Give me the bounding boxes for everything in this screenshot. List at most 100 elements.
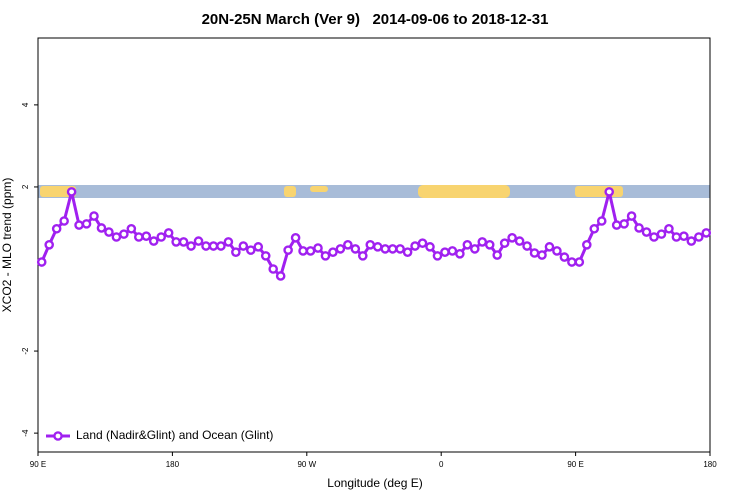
data-point — [567, 257, 577, 267]
chart-title: 20N-25N March (Ver 9) 2014-09-06 to 2018… — [202, 11, 549, 28]
data-point — [343, 239, 353, 250]
data-point — [44, 239, 55, 250]
legend-label: Land (Nadir&Glint) and Ocean (Glint) — [76, 428, 273, 442]
data-point — [582, 239, 592, 250]
data-point — [111, 232, 122, 242]
data-point — [529, 248, 540, 258]
data-point — [156, 232, 166, 242]
data-point — [641, 227, 652, 237]
data-point — [275, 271, 286, 281]
data-point — [313, 243, 323, 253]
data-point — [372, 242, 383, 252]
data-point — [51, 223, 62, 234]
data-point — [148, 236, 159, 246]
x-tick-label: 180 — [703, 460, 717, 469]
data-point — [522, 241, 532, 251]
data-point — [231, 247, 241, 257]
data-point — [357, 251, 368, 261]
data-point — [290, 233, 301, 243]
data-point — [320, 251, 331, 261]
data-point — [104, 227, 114, 237]
data-point — [604, 187, 615, 197]
data-point — [634, 223, 644, 233]
x-tick-label: 0 — [439, 460, 444, 469]
data-point — [686, 236, 697, 246]
data-point — [365, 239, 376, 250]
data-point — [335, 244, 346, 254]
data-point — [36, 257, 47, 267]
data-point — [574, 257, 585, 267]
data-point — [201, 241, 211, 251]
data-point — [417, 238, 428, 248]
data-point — [694, 232, 704, 242]
data-point — [186, 241, 196, 251]
data-point — [596, 216, 607, 226]
data-point — [492, 250, 503, 260]
data-point — [387, 244, 398, 254]
data-point — [328, 247, 338, 257]
data-point — [499, 238, 510, 248]
x-tick-label: 90 W — [297, 460, 316, 469]
data-point — [469, 244, 480, 254]
data-point — [447, 246, 458, 256]
data-point — [59, 216, 69, 226]
data-point — [96, 223, 107, 233]
data-point — [245, 245, 256, 255]
y-tick-label: 4 — [21, 102, 30, 107]
data-point — [238, 241, 249, 251]
data-point — [455, 249, 465, 259]
data-point — [626, 211, 637, 221]
data-point — [544, 242, 555, 252]
y-axis-label: XCO2 - MLO trend (ppm) — [0, 178, 14, 313]
data-point — [216, 241, 226, 251]
data-point — [193, 236, 204, 246]
data-point — [89, 211, 99, 221]
data-point — [305, 246, 316, 256]
data-point — [484, 239, 495, 250]
data-point — [163, 228, 174, 238]
data-point — [268, 264, 279, 274]
data-point — [283, 245, 293, 255]
data-point — [514, 236, 525, 246]
plot-frame — [37, 37, 711, 453]
data-point — [552, 246, 562, 256]
legend-marker — [53, 431, 63, 441]
data-point — [432, 251, 443, 261]
data-point — [350, 244, 361, 254]
data-point — [223, 237, 234, 247]
data-point — [477, 237, 488, 247]
data-point — [81, 219, 92, 229]
data-point — [701, 228, 712, 238]
data-point — [126, 223, 137, 234]
data-point — [141, 231, 152, 241]
data-point — [679, 231, 689, 241]
data-point — [402, 247, 413, 257]
data-point — [260, 251, 271, 261]
x-tick-label: 90 E — [30, 460, 46, 469]
data-point — [589, 223, 600, 234]
data-point — [178, 237, 189, 247]
data-point — [537, 250, 547, 260]
data-point — [74, 220, 84, 230]
data-point — [208, 241, 219, 251]
data-point — [410, 241, 420, 251]
data-point — [559, 252, 570, 262]
x-tick-label: 90 E — [567, 460, 583, 469]
data-point — [171, 237, 181, 247]
data-point — [133, 232, 144, 242]
data-point — [298, 246, 308, 256]
data-point — [671, 232, 682, 242]
x-axis-label: Longitude (deg E) — [327, 476, 422, 490]
data-point — [649, 232, 659, 242]
data-point — [395, 244, 405, 254]
map-strip — [38, 185, 710, 198]
data-point — [253, 242, 264, 252]
data-point — [656, 229, 667, 239]
y-tick-label: -2 — [21, 347, 30, 355]
y-tick-label: 2 — [21, 184, 30, 189]
data-point — [619, 219, 629, 229]
data-point — [440, 247, 450, 257]
x-tick-label: 180 — [166, 460, 180, 469]
data-point — [664, 223, 674, 234]
